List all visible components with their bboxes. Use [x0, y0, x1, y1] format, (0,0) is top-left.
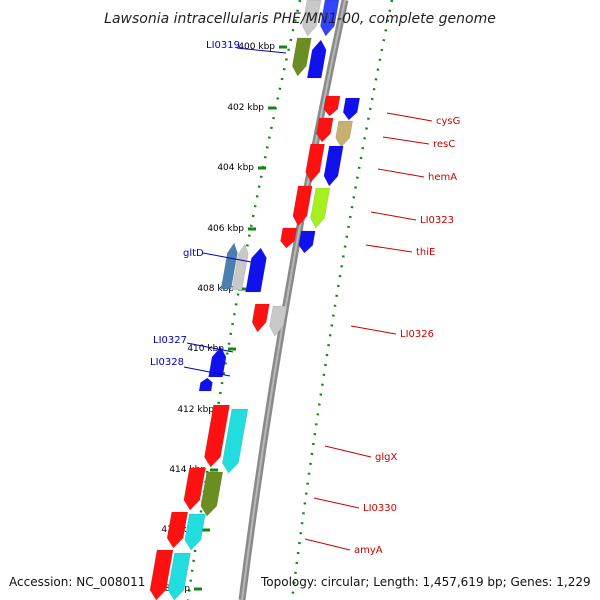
- backbone-layer: [238, 0, 349, 600]
- leader-line: [370, 211, 417, 221]
- gene-block-red: [166, 511, 189, 549]
- leader-line: [350, 325, 397, 335]
- gene-label-reverse: LI0330: [363, 503, 397, 514]
- gene-block-steel: [220, 242, 238, 290]
- backbone-highlight: [241, 0, 346, 600]
- gene-label-reverse: hemA: [428, 172, 457, 183]
- leader-line: [377, 168, 425, 178]
- gene-label-forward: LI0328: [150, 357, 184, 368]
- gene-label-reverse: LI0323: [420, 215, 454, 226]
- gene-block-red: [183, 467, 206, 511]
- topology-text: Topology: circular; Length: 1,457,619 bp…: [260, 575, 591, 589]
- gene-label-forward: LI0327: [153, 335, 187, 346]
- gene-block-blue: [306, 39, 327, 79]
- gene-block-blue: [245, 247, 267, 293]
- gene-block-blue: [198, 377, 213, 392]
- gene-block-red: [280, 227, 298, 249]
- gene-block-gray: [231, 243, 249, 291]
- tick-label: 408 kbp: [197, 284, 234, 294]
- gene-label-reverse: thiE: [416, 247, 435, 258]
- gene-label-reverse: glgX: [375, 452, 397, 463]
- gene-block-blue: [342, 97, 361, 121]
- gene-block-blue: [208, 346, 227, 378]
- gene-block-red: [204, 404, 230, 468]
- gene-block-olive: [292, 37, 312, 77]
- gene-block-blue: [320, 0, 340, 37]
- map-title: Lawsonia intracellularis PHE/MN1-00, com…: [104, 11, 496, 27]
- gene-layer: [149, 0, 361, 600]
- gene-label-reverse: resC: [433, 139, 455, 150]
- tick-label: 404 kbp: [217, 163, 254, 173]
- gene-block-gray: [302, 0, 322, 37]
- leader-line: [313, 497, 360, 509]
- leader-line: [186, 342, 234, 353]
- leader-line: [183, 366, 231, 377]
- tick-label: 402 kbp: [227, 103, 264, 113]
- tick-label: 406 kbp: [207, 224, 244, 234]
- backbone-arc: [238, 0, 349, 600]
- gene-block-cyan: [184, 513, 206, 551]
- tick-label: 410 kbp: [187, 344, 224, 354]
- tick-label: 414 kbp: [169, 465, 206, 475]
- gene-label-forward: gltD: [183, 248, 204, 259]
- gene-label-forward: LI0319: [206, 40, 240, 51]
- tick-label: 400 kbp: [238, 42, 275, 52]
- gene-block-tan: [335, 120, 354, 148]
- gene-block-red: [149, 549, 174, 600]
- label-layer: LI0319 gltD LI0327 LI0328 cysG resC hemA LI0323…: [150, 40, 460, 556]
- tick-layer: 400 kbp 402 kbp 404 kbp 406 kbp 408 kbp 410 k…: [153, 0, 394, 600]
- gene-block-lime: [310, 187, 331, 229]
- leader-line: [365, 244, 413, 253]
- gene-block-red: [292, 185, 313, 227]
- leader-line: [236, 47, 287, 54]
- gene-block-red: [305, 143, 325, 183]
- gene-block-blue: [298, 230, 316, 254]
- gene-label-reverse: amyA: [354, 545, 383, 556]
- gene-label-reverse: cysG: [436, 116, 460, 127]
- gene-block-gray: [269, 305, 288, 337]
- leader-line: [324, 445, 372, 458]
- leader-line: [202, 252, 252, 263]
- gene-block-olive: [200, 471, 224, 517]
- leader-line: [386, 112, 433, 122]
- gene-block-red: [251, 303, 270, 333]
- gene-label-reverse: LI0326: [400, 329, 434, 340]
- tick-label: 412 kbp: [177, 405, 214, 415]
- leader-line: [382, 136, 430, 145]
- gene-block-red: [316, 117, 334, 143]
- gene-block-cyan: [167, 552, 191, 600]
- leader-line: [304, 538, 351, 551]
- accession-text: Accession: NC_008011: [9, 575, 145, 589]
- gene-block-red: [323, 95, 341, 117]
- gene-block-cyan: [222, 408, 249, 474]
- gene-block-blue: [323, 145, 344, 187]
